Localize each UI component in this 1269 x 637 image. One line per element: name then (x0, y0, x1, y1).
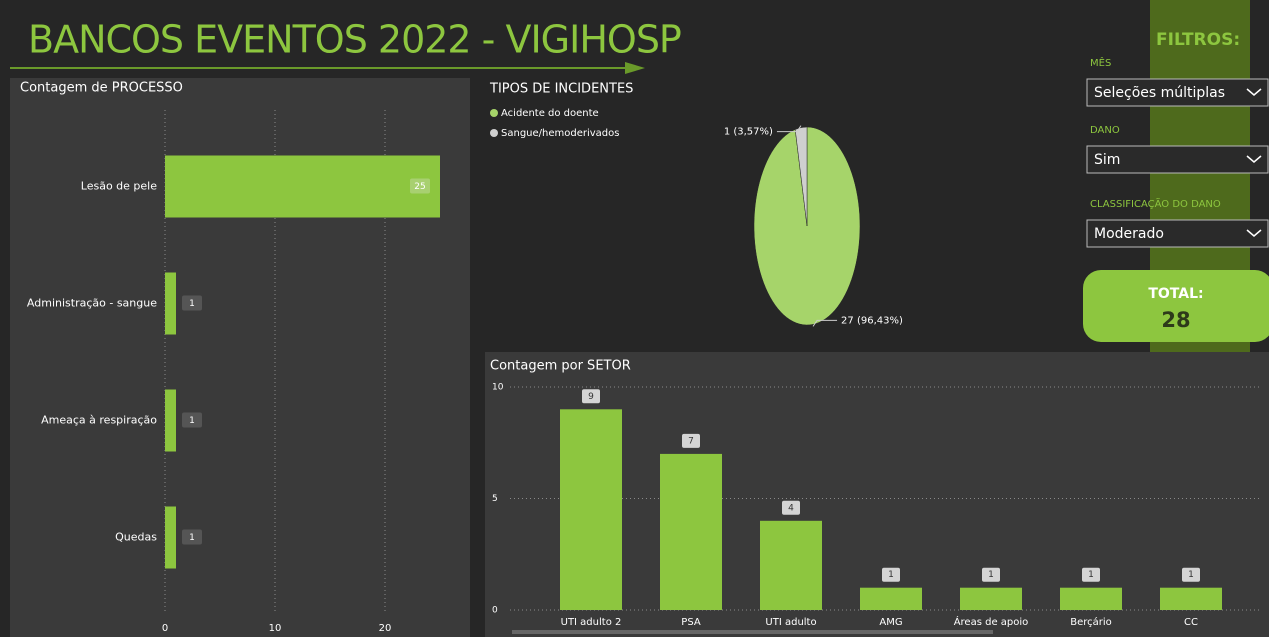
bar (760, 520, 822, 610)
dropdown[interactable] (1086, 219, 1269, 248)
pie-slice (794, 126, 808, 227)
filter-label: DANO (1090, 125, 1120, 136)
data-label-box (982, 567, 1000, 582)
x-tick-label: Áreas de apoio (954, 615, 1029, 628)
bar (165, 389, 176, 452)
data-label-box (182, 412, 202, 428)
data-label: 1 (189, 416, 195, 426)
scrollbar (512, 630, 993, 634)
total-card (1083, 270, 1269, 342)
data-label-box (182, 529, 202, 545)
chart-title: Contagem de PROCESSO (20, 81, 183, 96)
dropdown-chevron (1246, 88, 1262, 96)
x-tick-label: UTI adulto (765, 617, 816, 628)
y-tick-label: 5 (492, 494, 498, 504)
data-label-box (582, 389, 600, 404)
x-tick-label: UTI adulto 2 (561, 617, 622, 628)
bar (1060, 587, 1122, 610)
data-label-box (410, 178, 430, 194)
y-tick-label: Administração - sangue (27, 297, 157, 310)
x-tick-label: 0 (162, 623, 168, 634)
dropdown-value: Sim (1094, 152, 1120, 168)
dropdown-chevron (1246, 229, 1262, 237)
leader-line (812, 319, 838, 327)
bar (960, 587, 1022, 610)
y-tick-label: 0 (492, 606, 498, 616)
y-tick-label: Quedas (115, 531, 157, 544)
data-label: 25 (414, 182, 425, 192)
legend-marker (490, 129, 498, 137)
data-label-box (182, 295, 202, 311)
data-label-box (782, 500, 800, 515)
total-label: TOTAL: (1148, 286, 1203, 302)
filters-title: FILTROS: (1156, 30, 1240, 50)
dropdown[interactable] (1086, 145, 1269, 174)
leader-line (776, 125, 802, 133)
page-title: BANCOS EVENTOS 2022 - VIGIHOSP (28, 18, 681, 62)
chart-title: TIPOS DE INCIDENTES (489, 82, 633, 97)
dropdown[interactable] (1086, 78, 1269, 107)
data-label: 1 (888, 570, 894, 580)
x-tick-label: 10 (269, 623, 282, 634)
bar (165, 155, 440, 218)
data-label: 7 (688, 436, 694, 446)
data-label: 1 (988, 570, 994, 580)
title-arrow (10, 62, 645, 74)
filters: MÊS Seleções múltiplas DANO Sim CLASSIFICAÇÃ… (1086, 56, 1269, 248)
bar (165, 506, 176, 569)
y-tick-label: Ameaça à respiração (41, 414, 157, 427)
bar (860, 587, 922, 610)
data-label: 1 (189, 533, 195, 543)
dropdown-chevron (1246, 155, 1262, 163)
y-tick-label: 10 (492, 383, 504, 393)
dropdown-value: Moderado (1094, 226, 1164, 242)
chart-title: Contagem por SETOR (490, 359, 631, 374)
filter-label: MÊS (1090, 56, 1111, 69)
dropdown-value: Seleções múltiplas (1094, 85, 1225, 101)
x-tick-label: CC (1184, 617, 1198, 628)
data-label-box (1182, 567, 1200, 582)
data-label-box (882, 567, 900, 582)
filter-label: CLASSIFICAÇÃO DO DANO (1090, 197, 1221, 210)
data-label: 1 (3,57%) (724, 127, 773, 138)
data-label: 1 (189, 299, 195, 309)
data-label: 9 (588, 392, 594, 402)
bar (560, 409, 622, 610)
data-label: 1 (1088, 570, 1094, 580)
data-label: 27 (96,43%) (841, 315, 903, 326)
legend-label: Acidente do doente (501, 108, 599, 119)
bar (1160, 587, 1222, 610)
x-tick-label: AMG (879, 617, 902, 628)
data-label-box (682, 433, 700, 448)
data-label: 1 (1188, 570, 1194, 580)
legend-marker (490, 109, 498, 117)
bar (165, 272, 176, 335)
x-tick-label: 20 (379, 623, 392, 634)
x-tick-label: PSA (681, 617, 701, 628)
data-label-box (1082, 567, 1100, 582)
y-tick-label: Lesão de pele (81, 180, 157, 193)
x-tick-label: Berçário (1070, 616, 1112, 628)
bar (660, 453, 722, 610)
data-label: 4 (788, 503, 794, 513)
total-value: 28 (1161, 308, 1190, 332)
legend-label: Sangue/hemoderivados (501, 128, 619, 139)
